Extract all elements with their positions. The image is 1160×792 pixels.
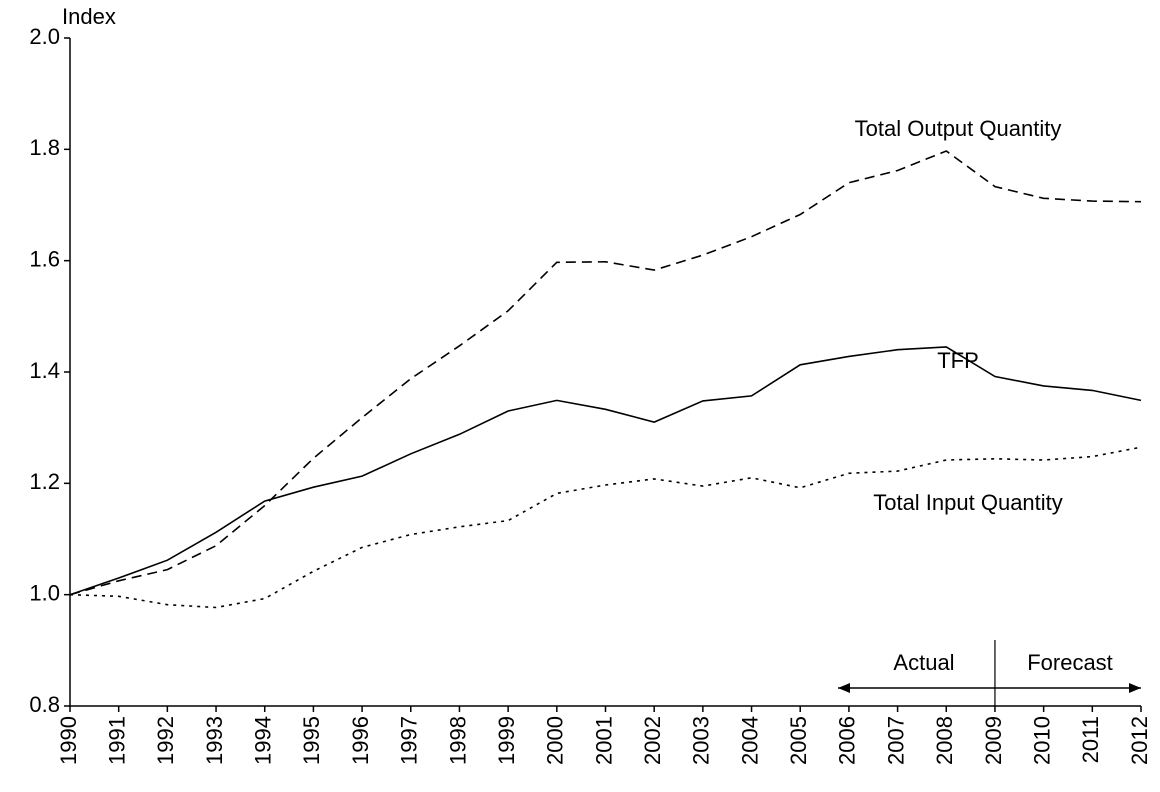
x-tick-label: 2001	[591, 716, 616, 765]
x-tick-label: 1999	[494, 716, 519, 765]
x-tick-label: 2000	[543, 716, 568, 765]
arrow-head	[1129, 683, 1141, 693]
x-tick-label: 1991	[104, 716, 129, 765]
series-line	[69, 446, 1142, 609]
x-tick-label: 2002	[640, 716, 665, 765]
series-line	[69, 150, 1142, 596]
y-tick-label: 1.2	[29, 469, 60, 494]
x-tick-label: 1998	[445, 716, 470, 765]
x-tick-label: 1997	[397, 716, 422, 765]
x-tick-label: 2008	[932, 716, 957, 765]
series-label: TFP	[937, 348, 979, 373]
x-tick-label: 2005	[786, 716, 811, 765]
x-tick-label: 1994	[251, 716, 276, 765]
x-tick-label: 1993	[202, 716, 227, 765]
x-tick-label: 2003	[689, 716, 714, 765]
y-tick-label: 1.4	[29, 358, 60, 383]
x-tick-label: 2006	[835, 716, 860, 765]
y-axis-label: Index	[62, 4, 116, 29]
x-tick-label: 2004	[737, 716, 762, 765]
x-tick-label: 2010	[1029, 716, 1054, 765]
arrow-head	[838, 683, 850, 693]
y-tick-label: 1.0	[29, 580, 60, 605]
x-tick-label: 1996	[348, 716, 373, 765]
annotation: Forecast	[1027, 650, 1113, 675]
series-label: Total Output Quantity	[855, 116, 1062, 141]
series-line	[69, 346, 1142, 596]
x-tick-label: 2011	[1078, 716, 1103, 763]
x-tick-label: 1995	[299, 716, 324, 765]
series-label: Total Input Quantity	[873, 490, 1063, 515]
x-tick-label: 1990	[56, 716, 81, 765]
y-tick-label: 2.0	[29, 24, 60, 49]
x-tick-label: 2012	[1127, 716, 1152, 765]
x-tick-label: 2009	[981, 716, 1006, 765]
annotation: Actual	[893, 650, 954, 675]
x-tick-label: 1992	[153, 716, 178, 765]
y-tick-label: 1.6	[29, 246, 60, 271]
y-tick-label: 1.8	[29, 135, 60, 160]
y-tick-label: 0.8	[29, 692, 60, 717]
x-tick-label: 2007	[883, 716, 908, 765]
